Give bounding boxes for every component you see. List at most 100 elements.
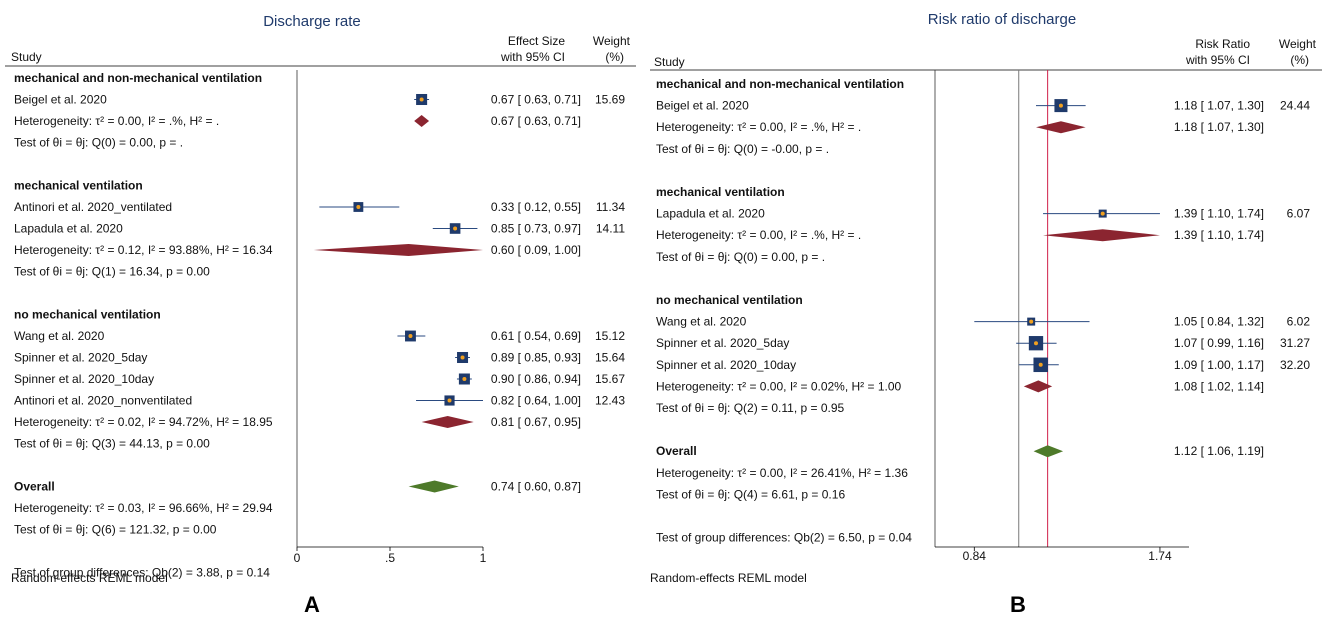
- panel-a-row-label: Heterogeneity: τ² = 0.00, I² = .%, H² = …: [14, 114, 219, 128]
- panel-a-x-tick-label: 0: [294, 551, 301, 565]
- panel-b-row-label: Test of θi = θj: Q(0) = 0.00, p = .: [656, 250, 825, 264]
- panel-b-point-estimate: [1038, 362, 1043, 367]
- panel-b-row-label: Spinner et al. 2020_10day: [656, 358, 796, 372]
- panel-a-weight-value: 15.67: [595, 372, 625, 386]
- panel-b-subgroup-diamond: [1043, 229, 1160, 242]
- panel-a-row-label: Test of θi = θj: Q(3) = 44.13, p = 0.00: [14, 437, 210, 451]
- panel-a-effect-header-1: Effect Size: [508, 34, 565, 48]
- panel-a-ci-text: 0.33 [ 0.12, 0.55]: [491, 200, 581, 214]
- panel-a-ci-text: 0.85 [ 0.73, 0.97]: [491, 222, 581, 236]
- panel-a-row-label: Heterogeneity: τ² = 0.03, I² = 96.66%, H…: [14, 501, 273, 515]
- panel-b-weight-header-2: (%): [1290, 53, 1309, 67]
- panel-b-point-estimate: [1058, 103, 1063, 108]
- panel-a-ci-text: 0.81 [ 0.67, 0.95]: [491, 415, 581, 429]
- panel-a-row-label: Test of θi = θj: Q(0) = 0.00, p = .: [14, 136, 183, 150]
- panel-b-title: Risk ratio of discharge: [928, 11, 1076, 28]
- panel-b-row-label: Wang et al. 2020: [656, 315, 747, 329]
- panel-b-ci-text: 1.09 [ 1.00, 1.17]: [1174, 358, 1264, 372]
- panel-a-label: A: [304, 592, 320, 617]
- panel-a-weight-header-1: Weight: [593, 34, 631, 48]
- panel-a-row-label: Test of group differences: Qb(2) = 3.88,…: [14, 566, 270, 580]
- panel-b-ci-text: 1.39 [ 1.10, 1.74]: [1174, 228, 1264, 242]
- panel-a-subgroup-diamond: [421, 416, 474, 428]
- panel-b-row-label: Test of θi = θj: Q(4) = 6.61, p = 0.16: [656, 487, 845, 501]
- panel-a-row-label: mechanical and non-mechanical ventilatio…: [14, 71, 262, 85]
- panel-a-point-estimate: [460, 355, 465, 360]
- panel-b-row-label: Lapadula et al. 2020: [656, 207, 765, 221]
- panel-b-point-estimate: [1100, 211, 1105, 216]
- panel-a-row-label: Wang et al. 2020: [14, 329, 105, 343]
- panel-a-effect-header-2: with 95% CI: [500, 50, 565, 64]
- panel-b-study-header: Study: [654, 55, 685, 69]
- panel-a-study-header: Study: [11, 50, 42, 64]
- panel-b-row-label: Overall: [656, 444, 697, 458]
- panel-b-row-label: Beigel et al. 2020: [656, 99, 749, 113]
- panel-b-weight-value: 6.07: [1287, 207, 1311, 221]
- panel-a-overall-diamond: [408, 480, 459, 493]
- panel-b-ci-text: 1.05 [ 0.84, 1.32]: [1174, 315, 1264, 329]
- forest-plot-a: Discharge rate Study Effect Size with 95…: [5, 13, 636, 617]
- panel-b-weight-header-1: Weight: [1279, 37, 1317, 51]
- panel-b-weight-value: 6.02: [1287, 315, 1311, 329]
- panel-b-footer: Random-effects REML model: [650, 571, 807, 585]
- panel-a-weight-value: 14.11: [596, 222, 625, 236]
- panel-a-row-label: Antinori et al. 2020_ventilated: [14, 200, 172, 214]
- panel-a-ci-text: 0.90 [ 0.86, 0.94]: [491, 372, 581, 386]
- panel-b-row-label: Spinner et al. 2020_5day: [656, 336, 789, 350]
- panel-b-row-label: Heterogeneity: τ² = 0.00, I² = 0.02%, H²…: [656, 379, 902, 393]
- panel-a-row-label: Lapadula et al. 2020: [14, 222, 123, 236]
- panel-b-effect-header-1: Risk Ratio: [1195, 37, 1250, 51]
- panel-b-row-label: Test of group differences: Qb(2) = 6.50,…: [656, 531, 912, 545]
- panel-b-row-label: Test of θi = θj: Q(2) = 0.11, p = 0.95: [656, 401, 845, 415]
- panel-a-subgroup-diamond: [414, 115, 430, 127]
- panel-a-weight-value: 15.64: [595, 351, 625, 365]
- panel-b-overall-diamond: [1033, 445, 1064, 458]
- panel-a-ci-text: 0.89 [ 0.85, 0.93]: [491, 351, 581, 365]
- panel-a-row-label: Spinner et al. 2020_10day: [14, 372, 154, 386]
- panel-a-row-label: Beigel et al. 2020: [14, 93, 107, 107]
- panel-a-ci-text: 0.82 [ 0.64, 1.00]: [491, 394, 581, 408]
- panel-b-row-label: Heterogeneity: τ² = 0.00, I² = 26.41%, H…: [656, 466, 908, 480]
- panel-a-point-estimate: [447, 398, 452, 403]
- panel-a-ci-text: 0.74 [ 0.60, 0.87]: [491, 480, 581, 494]
- panel-b-weight-value: 32.20: [1280, 358, 1310, 372]
- panel-b-ci-text: 1.39 [ 1.10, 1.74]: [1174, 207, 1264, 221]
- panel-a-row-label: Heterogeneity: τ² = 0.12, I² = 93.88%, H…: [14, 243, 273, 257]
- panel-b-subgroup-diamond: [1035, 121, 1086, 134]
- panel-a-weight-header-2: (%): [605, 50, 624, 64]
- panel-b-row-label: mechanical ventilation: [656, 185, 785, 199]
- panel-a-footer: Random-effects REML model: [11, 571, 168, 585]
- panel-a-weight-value: 11.34: [596, 200, 625, 214]
- panel-a-point-estimate: [453, 226, 458, 231]
- panel-b-row-label: mechanical and non-mechanical ventilatio…: [656, 77, 904, 91]
- panel-a-point-estimate: [356, 205, 361, 209]
- panel-b-weight-value: 31.27: [1280, 336, 1310, 350]
- panel-a-row-label: Heterogeneity: τ² = 0.02, I² = 94.72%, H…: [14, 415, 273, 429]
- panel-b-ci-text: 1.08 [ 1.02, 1.14]: [1174, 379, 1264, 393]
- panel-b-row-label: Heterogeneity: τ² = 0.00, I² = .%, H² = …: [656, 228, 861, 242]
- panel-a-row-label: no mechanical ventilation: [14, 308, 161, 322]
- panel-b-row-label: Heterogeneity: τ² = 0.00, I² = .%, H² = …: [656, 120, 861, 134]
- panel-b-row-label: Test of θi = θj: Q(0) = -0.00, p = .: [656, 142, 829, 156]
- panel-a-row-label: Test of θi = θj: Q(1) = 16.34, p = 0.00: [14, 265, 210, 279]
- panel-a-row-label: Spinner et al. 2020_5day: [14, 351, 147, 365]
- panel-a-point-estimate: [462, 377, 467, 381]
- panel-a-ci-text: 0.60 [ 0.09, 1.00]: [491, 243, 581, 257]
- panel-a-title: Discharge rate: [263, 13, 361, 30]
- panel-b-row-label: no mechanical ventilation: [656, 293, 803, 307]
- panel-b-ci-text: 1.12 [ 1.06, 1.19]: [1174, 444, 1264, 458]
- panel-a-ci-text: 0.67 [ 0.63, 0.71]: [491, 114, 581, 128]
- panel-a-ci-text: 0.61 [ 0.54, 0.69]: [491, 329, 581, 343]
- panel-a-weight-value: 15.12: [595, 329, 625, 343]
- panel-b-ci-text: 1.07 [ 0.99, 1.16]: [1174, 336, 1264, 350]
- panel-a-row-label: Overall: [14, 480, 55, 494]
- panel-a-row-label: Antinori et al. 2020_nonventilated: [14, 394, 192, 408]
- panel-b-point-estimate: [1029, 319, 1034, 324]
- panel-a-point-estimate: [408, 334, 413, 338]
- panel-b-point-estimate: [1033, 341, 1038, 346]
- panel-a-ci-text: 0.67 [ 0.63, 0.71]: [491, 93, 581, 107]
- panel-a-weight-value: 15.69: [595, 93, 625, 107]
- panel-b-effect-header-2: with 95% CI: [1185, 53, 1250, 67]
- panel-b-x-tick-label: 1.74: [1148, 549, 1172, 563]
- panel-a-x-tick-label: .5: [385, 551, 395, 565]
